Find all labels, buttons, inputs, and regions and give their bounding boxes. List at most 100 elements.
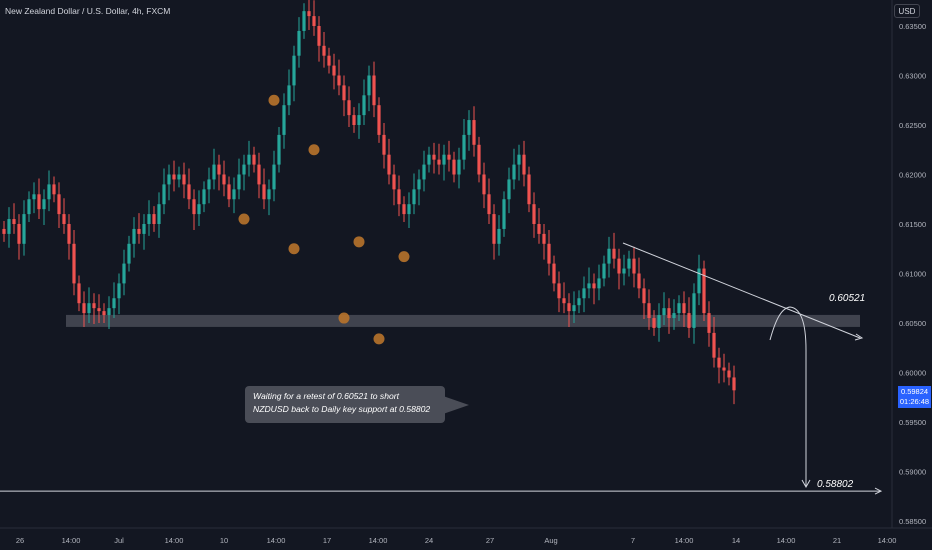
candle-body <box>552 263 556 284</box>
candle-body <box>252 154 256 165</box>
time-axis-tick: 27 <box>486 536 494 545</box>
candle-body <box>7 219 11 234</box>
candle-body <box>702 268 706 314</box>
candle-body <box>212 164 216 180</box>
candle-body <box>507 179 511 200</box>
candle-body <box>227 184 231 200</box>
time-axis-tick: 21 <box>833 536 841 545</box>
candle-body <box>602 263 606 279</box>
candle-body <box>207 179 211 190</box>
candle-body <box>42 199 46 210</box>
candle-body <box>522 154 526 175</box>
price-axis-tick: 0.60500 <box>899 319 926 328</box>
candle-body <box>327 55 331 66</box>
candle-body <box>367 75 371 96</box>
candle-body <box>112 298 116 309</box>
price-axis-tick: 0.59000 <box>899 468 926 477</box>
candle-body <box>302 11 306 31</box>
candle-body <box>47 184 51 200</box>
last-price-value: 0.59824 <box>900 387 929 396</box>
candle-body <box>577 298 581 306</box>
note-line-2: NZDUSD back to Daily key support at 0.58… <box>253 404 431 414</box>
candle-body <box>187 184 191 200</box>
candle-body <box>262 184 266 200</box>
price-axis-tick: 0.61500 <box>899 220 926 229</box>
swing-point-marker <box>353 236 365 248</box>
candle-body <box>267 189 271 200</box>
candle-body <box>622 268 626 274</box>
candle-body <box>667 308 671 319</box>
support-level-label: 0.58802 <box>817 479 854 490</box>
time-axis-tick: 26 <box>16 536 24 545</box>
trendline-arrowhead <box>854 333 864 341</box>
candle-body <box>147 214 151 224</box>
candle-body <box>537 224 541 234</box>
swing-point-marker <box>288 243 300 255</box>
candle-body <box>217 164 221 175</box>
candle-body <box>462 134 466 160</box>
candle-body <box>642 288 646 304</box>
currency-selector[interactable]: USD <box>894 4 920 18</box>
candle-body <box>637 273 641 289</box>
candle-body <box>237 174 241 190</box>
candle-body <box>257 164 261 185</box>
swing-point-marker <box>398 251 410 263</box>
candle-body <box>52 184 56 195</box>
candle-body <box>532 204 536 224</box>
time-axis-tick: 17 <box>323 536 331 545</box>
price-axis-tick: 0.59500 <box>899 418 926 427</box>
candle-body <box>617 258 621 274</box>
candle-body <box>402 204 406 215</box>
note-line-1: Waiting for a retest of 0.60521 to short <box>253 391 400 401</box>
time-axis-tick: 14:00 <box>369 536 388 545</box>
candle-body <box>542 233 546 244</box>
candle-body <box>382 134 386 155</box>
candle-body <box>432 154 436 160</box>
candle-body <box>92 303 96 309</box>
candle-body <box>317 26 321 46</box>
candle-body <box>392 174 396 190</box>
candle-body <box>567 303 571 312</box>
projected-path <box>769 306 807 486</box>
candle-body <box>707 313 711 333</box>
time-axis-tick: 14:00 <box>165 536 184 545</box>
candle-body <box>697 268 701 294</box>
trade-note-callout[interactable]: Waiting for a retest of 0.60521 to short… <box>245 386 445 423</box>
candle-body <box>27 199 31 215</box>
candle-body <box>12 219 16 224</box>
candle-body <box>242 164 246 175</box>
candle-body <box>72 243 76 284</box>
candle-body <box>487 194 491 215</box>
candle-body <box>732 377 736 391</box>
candle-body <box>512 164 516 180</box>
time-axis-tick: 14:00 <box>777 536 796 545</box>
candle-body <box>472 120 476 145</box>
candle-body <box>347 100 351 116</box>
candle-body <box>247 154 251 165</box>
price-axis-tick: 0.62500 <box>899 121 926 130</box>
candle-body <box>482 174 486 195</box>
candle-body <box>162 184 166 205</box>
candle-body <box>332 65 336 76</box>
candle-body <box>502 199 506 229</box>
candle-body <box>282 105 286 135</box>
candle-body <box>632 258 636 274</box>
candle-body <box>62 214 66 224</box>
time-axis-tick: 14:00 <box>62 536 81 545</box>
candle-body <box>452 159 456 175</box>
price-axis-tick: 0.62000 <box>899 171 926 180</box>
candle-body <box>307 11 311 17</box>
candle-body <box>377 105 381 135</box>
candle-body <box>612 248 616 259</box>
candle-body <box>727 370 731 378</box>
time-axis-tick: Jul <box>114 536 124 545</box>
projected-path-arrowhead <box>801 479 811 489</box>
time-axis-tick: 10 <box>220 536 228 545</box>
candle-body <box>652 318 656 328</box>
candle-body <box>407 204 411 215</box>
candle-body <box>192 199 196 215</box>
support-line-arrowhead <box>874 487 883 495</box>
candle-body <box>292 55 296 86</box>
candle-body <box>492 214 496 244</box>
